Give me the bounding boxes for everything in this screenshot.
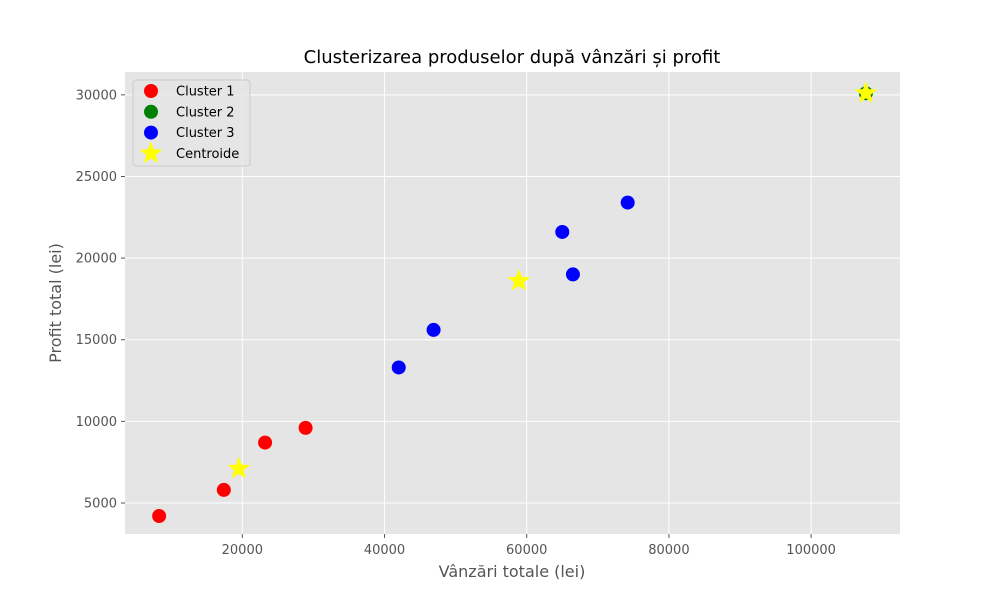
plot-background: [125, 72, 900, 534]
y-tick-label: 25000: [76, 170, 117, 185]
centroide-star: [854, 81, 878, 103]
cluster-1-point: [298, 420, 313, 435]
cluster-1-point: [152, 509, 167, 524]
x-tick-label: 60000: [506, 543, 547, 558]
cluster-1-point: [216, 482, 231, 497]
y-tick-label: 30000: [76, 88, 117, 103]
legend-marker-cluster-1: [144, 84, 158, 98]
grid: [125, 72, 900, 534]
legend-label-cluster-3: Cluster 3: [176, 126, 235, 141]
cluster-1-point: [258, 435, 273, 450]
legend-marker-cluster-2: [144, 104, 158, 119]
y-tick-label: 5000: [84, 496, 117, 511]
y-tick-label: 15000: [76, 333, 117, 348]
y-axis-label: Profit total (lei): [46, 243, 65, 363]
centroide-star: [507, 268, 531, 291]
legend-label-centroide: Centroide: [176, 147, 239, 162]
cluster-3-point: [565, 267, 580, 282]
legend: Cluster 1 Cluster 2 Cluster 3 Centroide: [132, 79, 251, 167]
legend-marker-cluster-3: [144, 125, 158, 140]
x-axis-label: Vânzări totale (lei): [439, 562, 586, 581]
centroide-star: [227, 456, 251, 479]
legend-box: [132, 79, 251, 167]
cluster-3-point: [555, 224, 570, 239]
x-tick-label: 20000: [222, 543, 263, 558]
x-tick-label: 100000: [786, 543, 836, 558]
y-tick-label: 10000: [76, 415, 117, 430]
cluster-3-point: [391, 360, 406, 375]
data-points: [152, 81, 878, 524]
cluster-3-point: [620, 195, 635, 210]
legend-label-cluster-2: Cluster 2: [176, 105, 235, 120]
cluster-3-point: [426, 322, 441, 337]
chart-title: Clusterizarea produselor după vânzări și…: [304, 47, 721, 68]
legend-label-cluster-1: Cluster 1: [176, 85, 235, 100]
y-tick-label: 20000: [76, 252, 117, 267]
x-tick-label: 80000: [648, 543, 689, 558]
legend-marker-centroide: [139, 141, 163, 164]
axis-ticks: 20000 40000 60000 80000 100000 5000 10000 15000…: [76, 88, 836, 558]
x-tick-label: 40000: [364, 543, 405, 558]
